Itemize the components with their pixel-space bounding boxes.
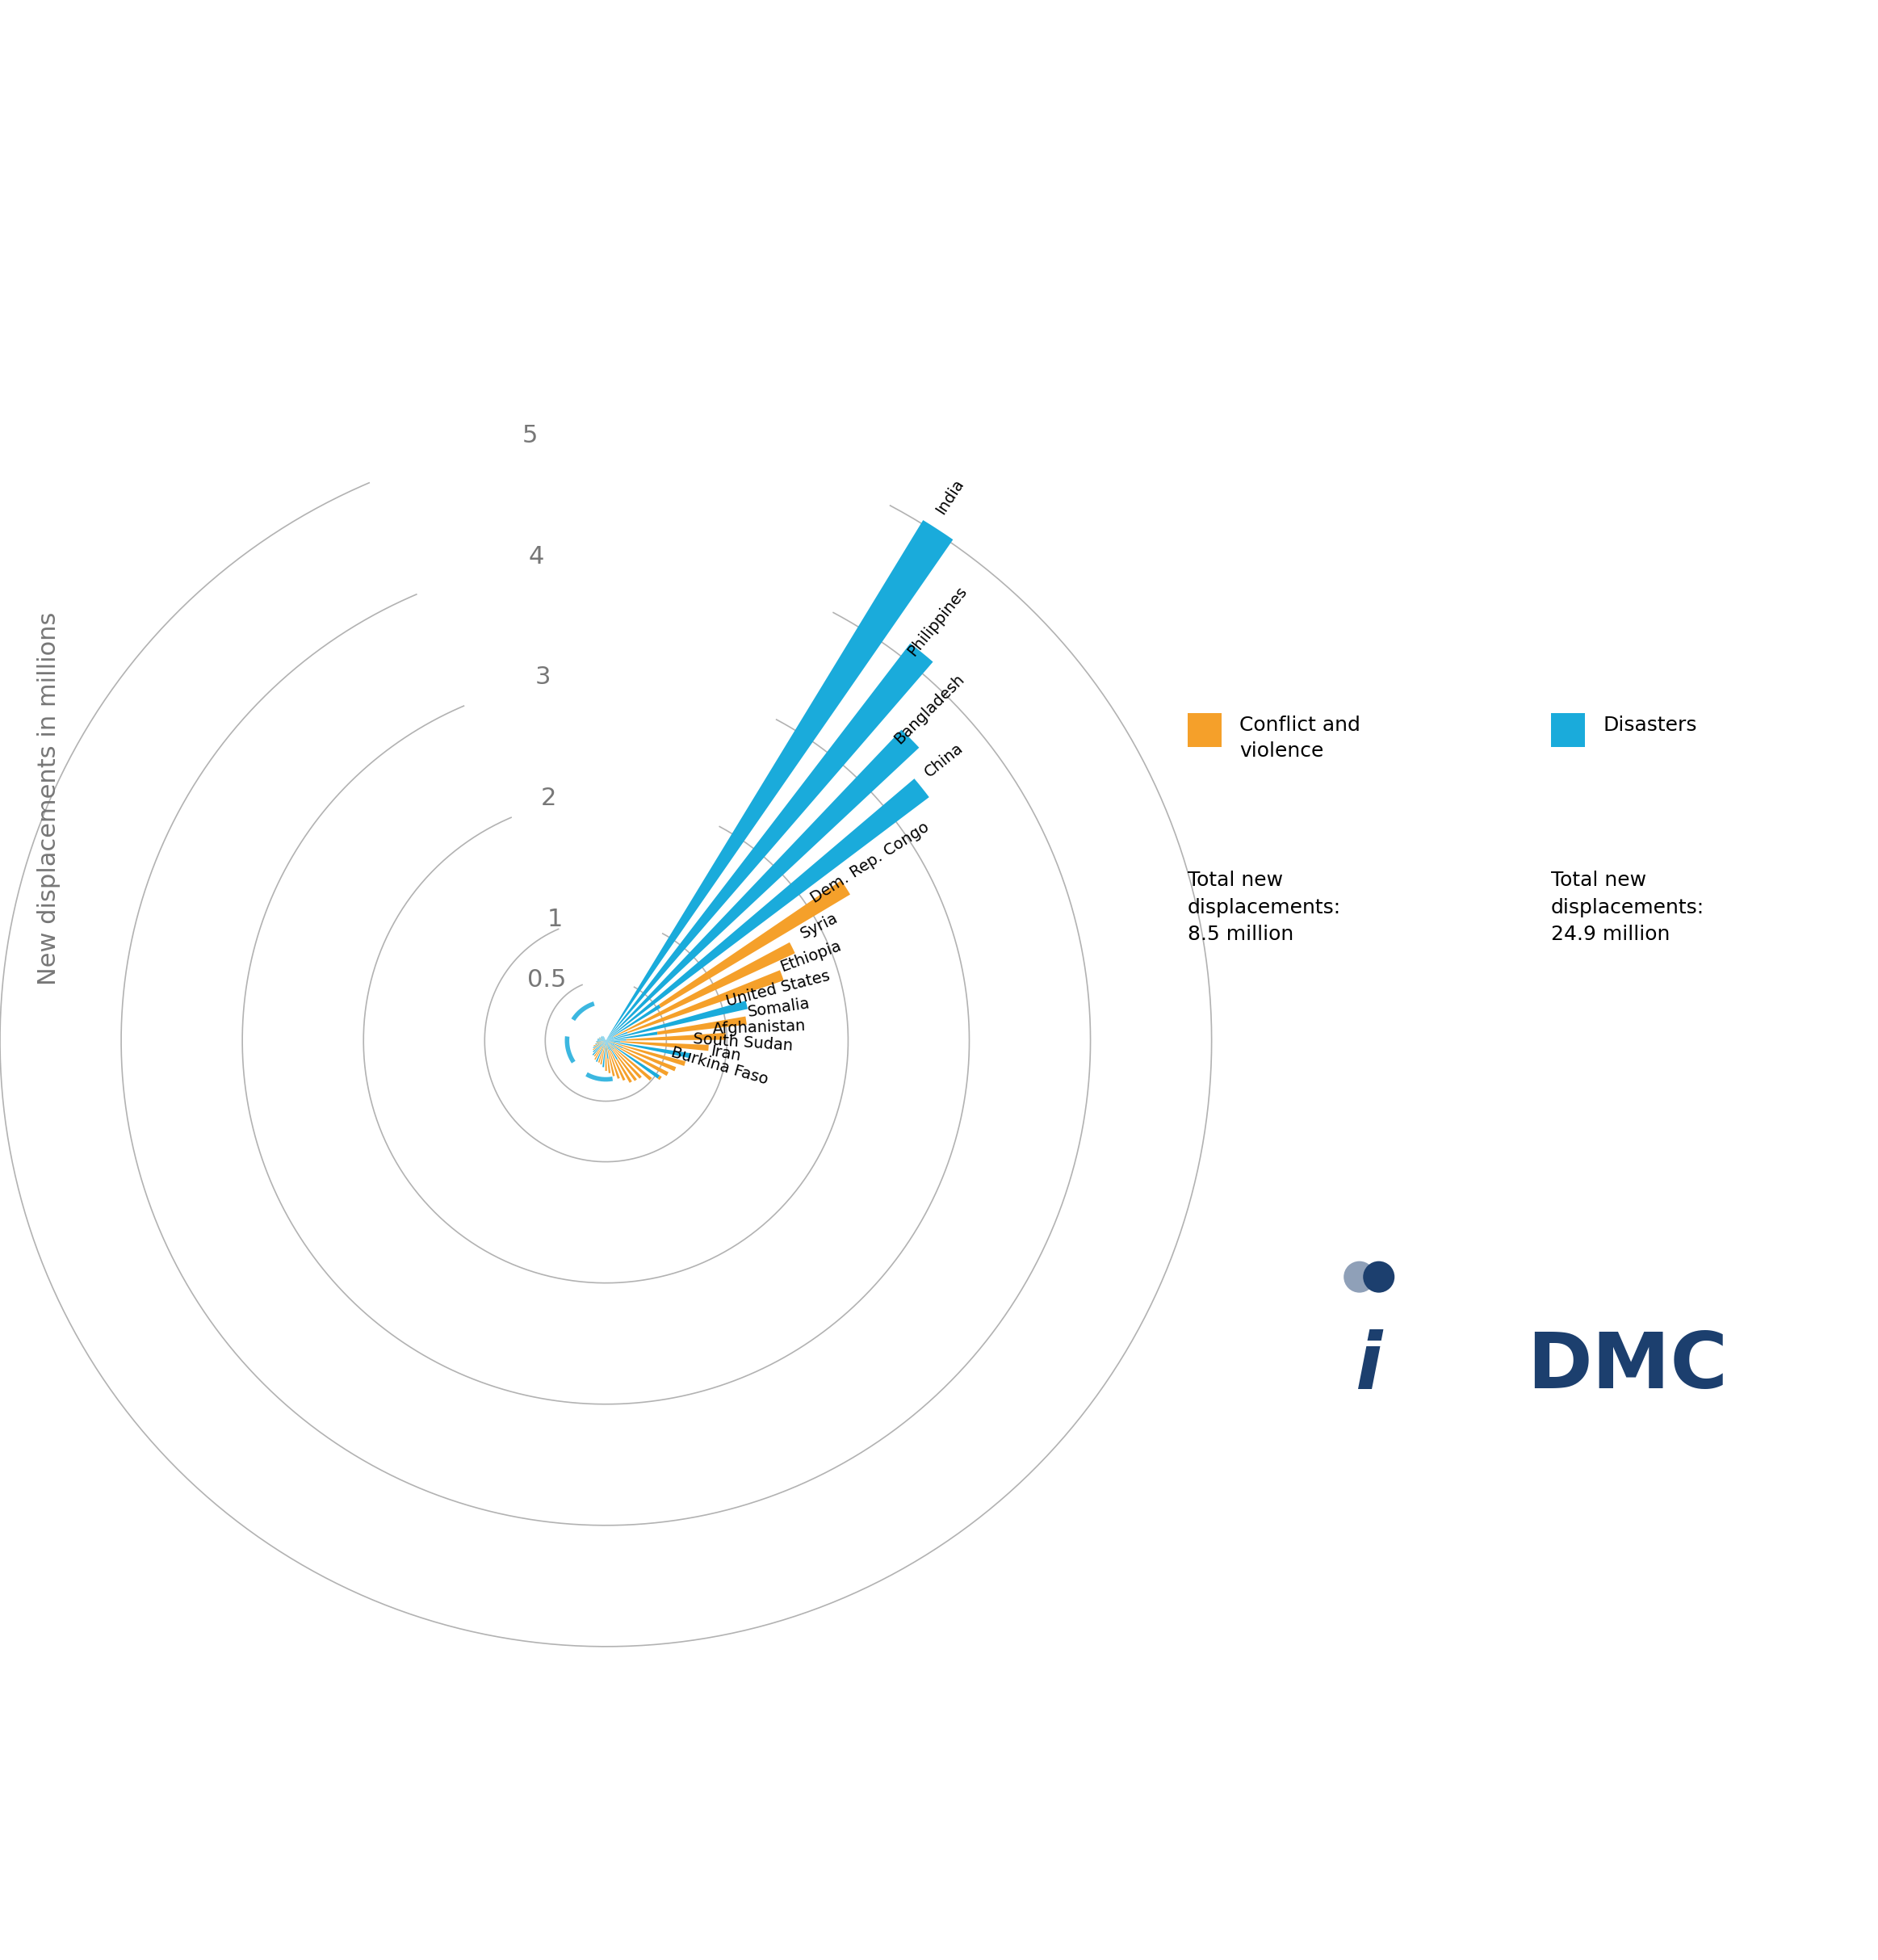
Wedge shape bbox=[614, 1045, 669, 1076]
Wedge shape bbox=[607, 1041, 623, 1049]
Wedge shape bbox=[597, 1039, 607, 1041]
Wedge shape bbox=[610, 1051, 625, 1080]
Wedge shape bbox=[659, 880, 851, 1007]
FancyBboxPatch shape bbox=[1551, 713, 1585, 747]
Text: Total new
displacements:
8.5 million: Total new displacements: 8.5 million bbox=[1187, 870, 1341, 945]
Text: Syria: Syria bbox=[798, 909, 841, 941]
Wedge shape bbox=[593, 1041, 607, 1053]
Text: Conflict and
violence: Conflict and violence bbox=[1239, 715, 1360, 760]
Wedge shape bbox=[607, 1037, 614, 1041]
Circle shape bbox=[1343, 1260, 1375, 1294]
Wedge shape bbox=[627, 1033, 725, 1041]
Circle shape bbox=[1363, 1260, 1395, 1294]
Text: 0.5: 0.5 bbox=[528, 968, 567, 992]
Wedge shape bbox=[593, 1043, 603, 1047]
Wedge shape bbox=[603, 1041, 607, 1066]
Wedge shape bbox=[607, 1041, 608, 1043]
Wedge shape bbox=[601, 1037, 607, 1041]
Text: Disasters: Disasters bbox=[1604, 715, 1698, 735]
Wedge shape bbox=[622, 1047, 676, 1072]
Wedge shape bbox=[607, 1031, 657, 1041]
Wedge shape bbox=[607, 1041, 691, 1058]
Text: New displacements in millions: New displacements in millions bbox=[38, 612, 60, 986]
Text: 4: 4 bbox=[528, 545, 545, 568]
Text: i: i bbox=[1356, 1329, 1382, 1403]
Wedge shape bbox=[607, 1041, 608, 1058]
Wedge shape bbox=[614, 1049, 642, 1078]
Wedge shape bbox=[607, 1002, 747, 1041]
Text: 5: 5 bbox=[522, 423, 537, 447]
Wedge shape bbox=[592, 1041, 607, 1054]
Wedge shape bbox=[601, 1037, 607, 1041]
Text: Iran: Iran bbox=[708, 1045, 742, 1064]
Wedge shape bbox=[608, 1051, 620, 1078]
Wedge shape bbox=[595, 1041, 607, 1062]
Wedge shape bbox=[608, 1043, 637, 1082]
Wedge shape bbox=[607, 519, 952, 1041]
Wedge shape bbox=[616, 1058, 633, 1082]
Wedge shape bbox=[601, 1041, 607, 1047]
Wedge shape bbox=[607, 1041, 608, 1051]
Wedge shape bbox=[607, 1041, 614, 1051]
Wedge shape bbox=[601, 1037, 607, 1041]
Wedge shape bbox=[593, 1043, 605, 1051]
Wedge shape bbox=[599, 1043, 605, 1062]
Wedge shape bbox=[601, 1049, 605, 1064]
Wedge shape bbox=[601, 1035, 607, 1041]
Text: Bangladesh: Bangladesh bbox=[890, 672, 967, 747]
Text: Ethiopia: Ethiopia bbox=[777, 939, 843, 974]
Wedge shape bbox=[607, 1004, 661, 1041]
Wedge shape bbox=[603, 1037, 607, 1041]
Wedge shape bbox=[607, 1041, 618, 1060]
Wedge shape bbox=[608, 1041, 685, 1066]
Wedge shape bbox=[607, 1041, 659, 1078]
Wedge shape bbox=[607, 1041, 610, 1051]
Text: South Sudan: South Sudan bbox=[693, 1031, 793, 1054]
Wedge shape bbox=[607, 1033, 627, 1041]
Wedge shape bbox=[657, 1076, 661, 1080]
Wedge shape bbox=[607, 1041, 614, 1045]
Wedge shape bbox=[593, 1041, 607, 1049]
Text: DMC: DMC bbox=[1527, 1329, 1728, 1403]
Text: India: India bbox=[933, 476, 967, 517]
Wedge shape bbox=[607, 643, 933, 1041]
Wedge shape bbox=[657, 1017, 747, 1035]
Text: 3: 3 bbox=[535, 666, 550, 690]
Wedge shape bbox=[614, 943, 794, 1037]
Wedge shape bbox=[603, 1037, 607, 1041]
Text: Total new
displacements:
24.9 million: Total new displacements: 24.9 million bbox=[1551, 870, 1705, 945]
Text: Somalia: Somalia bbox=[746, 996, 811, 1019]
FancyBboxPatch shape bbox=[1187, 713, 1221, 747]
Wedge shape bbox=[607, 778, 930, 1041]
Wedge shape bbox=[608, 1043, 652, 1080]
Text: Burkina Faso: Burkina Faso bbox=[669, 1045, 770, 1088]
Wedge shape bbox=[595, 1041, 607, 1045]
Wedge shape bbox=[607, 1058, 610, 1074]
Wedge shape bbox=[607, 1045, 614, 1076]
Wedge shape bbox=[599, 1037, 607, 1041]
Wedge shape bbox=[627, 970, 783, 1033]
Text: 1: 1 bbox=[548, 907, 563, 931]
Wedge shape bbox=[607, 729, 918, 1041]
Text: Dem. Rep. Congo: Dem. Rep. Congo bbox=[808, 819, 931, 906]
Wedge shape bbox=[620, 1041, 708, 1051]
Text: Philippines: Philippines bbox=[905, 584, 969, 659]
Wedge shape bbox=[593, 1041, 605, 1060]
Wedge shape bbox=[595, 1041, 605, 1043]
Text: China: China bbox=[922, 741, 965, 780]
Text: 2: 2 bbox=[541, 786, 556, 809]
Wedge shape bbox=[593, 1047, 601, 1056]
Text: United States: United States bbox=[725, 968, 832, 1009]
Text: Afghanistan: Afghanistan bbox=[712, 1017, 806, 1037]
